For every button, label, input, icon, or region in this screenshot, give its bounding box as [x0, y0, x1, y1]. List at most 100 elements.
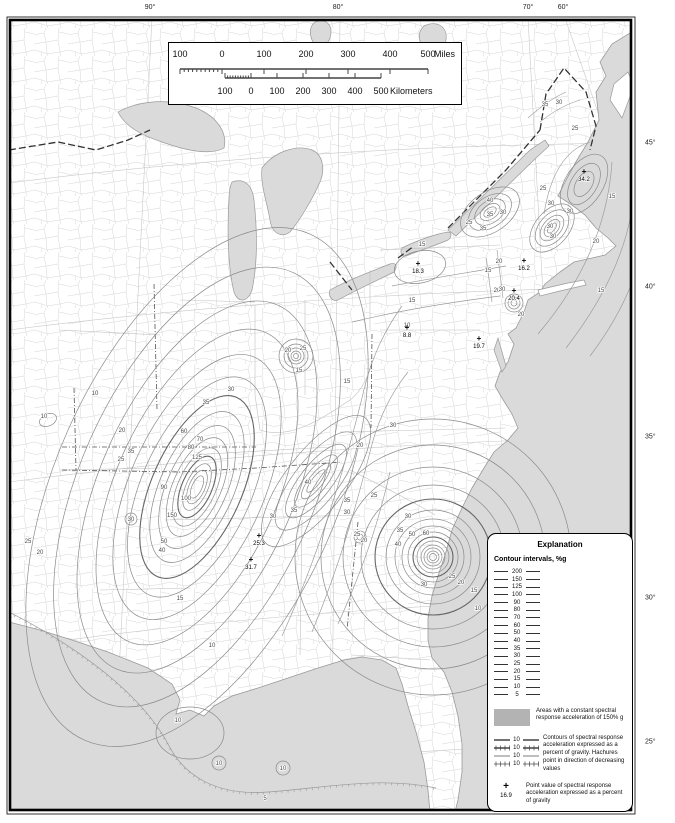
contour-label: 20 [518, 312, 525, 318]
scale-km-value: 500 [373, 86, 389, 96]
symbol-contour-value: 10 [513, 744, 520, 751]
contour-label: 30 [344, 510, 351, 516]
interval-line-right [526, 625, 540, 627]
contour-label: 50 [409, 532, 416, 538]
contour-label: 35 [487, 212, 494, 218]
contour-label: 35 [542, 102, 549, 108]
symbol-contour-value: 10 [513, 752, 520, 759]
legend-area-row: Areas with a constant spectral response … [494, 708, 626, 726]
interval-value: 35 [513, 645, 521, 652]
interval-line-left [494, 625, 508, 627]
contour-label: 20 [37, 550, 44, 556]
contour-label: 15 [177, 596, 184, 602]
interval-value: 15 [513, 676, 521, 683]
legend-interval-row: 20 [494, 668, 626, 676]
legend-symbol-row: 10 [494, 760, 540, 768]
contour-label: 15 [598, 288, 605, 294]
contour-label: 20 [285, 348, 292, 354]
latitude-label: 40° [645, 283, 656, 291]
contour-label: 60 [423, 531, 430, 537]
legend-interval-row: 5 [494, 691, 626, 699]
interval-line-left [494, 655, 508, 657]
legend-point-row: + 16.9 Point value of spectral response … [494, 780, 626, 806]
point-value-label: 20.4 [508, 296, 520, 302]
legend-interval-row: 35 [494, 645, 626, 653]
point-marker-cross: + [522, 256, 527, 265]
scale-miles-value: 300 [340, 49, 356, 59]
contour-label: 25 [572, 126, 579, 132]
interval-line-left [494, 640, 508, 642]
scale-miles-value: 200 [298, 49, 314, 59]
contour-label: 15 [419, 242, 426, 248]
interval-value: 100 [511, 591, 522, 598]
longitude-label: 70° [522, 4, 534, 11]
legend-contour-symbols-row: 10 10 10 10 Contours of spectral response a… [494, 735, 626, 774]
interval-line-left [494, 648, 508, 650]
legend-point-symbol: + 16.9 [494, 780, 518, 806]
contour-label: 15 [409, 298, 416, 304]
contour-label: 5 [263, 796, 267, 802]
contour-label: 15 [471, 588, 478, 594]
contour-label: 30 [405, 514, 412, 520]
contour-label: 30 [556, 100, 563, 106]
contour-label: 10 [475, 606, 482, 612]
scale-km-value: 400 [347, 86, 363, 96]
legend-interval-row: 40 [494, 637, 626, 645]
contour-label: 90 [161, 485, 168, 491]
contour-label: 20 [119, 428, 126, 434]
contour-label: 30 [270, 514, 277, 520]
interval-line-right [526, 579, 540, 581]
scale-miles-unit: Miles [434, 49, 456, 59]
interval-line-left [494, 686, 508, 688]
contour-label: 10 [280, 766, 287, 772]
point-marker-cross: + [257, 531, 262, 540]
contours-boston [529, 203, 575, 253]
contour-label: 20 [496, 259, 503, 265]
contour-label: 40 [305, 480, 312, 486]
point-value-label: 31.7 [245, 565, 257, 571]
interval-value: 125 [511, 584, 522, 591]
point-marker-cross: + [477, 334, 482, 343]
legend-interval-row: 25 [494, 660, 626, 668]
contour-label: 25 [466, 220, 473, 226]
legend-interval-row: 80 [494, 606, 626, 614]
legend-interval-row: 200 [494, 568, 626, 576]
scale-miles-value: 400 [382, 49, 398, 59]
latitude-label: 25° [645, 738, 656, 746]
contour-label: 25 [540, 186, 547, 192]
plus-marker-icon: + [503, 780, 509, 792]
scale-bar: 100 0 100 200 300 400 500 100 0 100 200 300 400 500 … [168, 42, 462, 105]
longitude-label: 80° [332, 4, 344, 11]
contour-label: 20 [593, 239, 600, 245]
area-150g-swatch [494, 708, 530, 726]
contours-new-madrid [25, 227, 369, 747]
contour-label: 100 [181, 496, 192, 502]
contours-gulf [155, 706, 291, 776]
interval-value: 40 [513, 638, 521, 645]
interval-line-left [494, 671, 508, 673]
contour-label: 35 [128, 449, 135, 455]
canada-border [10, 66, 597, 291]
legend-interval-row: 100 [494, 591, 626, 599]
interval-line-right [526, 655, 540, 657]
interval-line-right [526, 594, 540, 596]
legend-title: Explanation [537, 540, 583, 549]
point-value-label: 19.7 [473, 344, 485, 350]
scale-km-value: 100 [217, 86, 233, 96]
point-value-note: Point value of spectral response acceler… [526, 782, 623, 805]
contours-tn-small [353, 530, 367, 544]
contour-left-blob [39, 413, 57, 427]
contour-label: 25 [449, 574, 456, 580]
legend-line-symbol [494, 738, 510, 741]
contour-label: 40 [159, 548, 166, 554]
map-label-layer: 3530607080125901001505040352520302520151… [24, 99, 617, 802]
interval-line-right [526, 617, 540, 619]
point-value-label: 34.2 [578, 177, 590, 183]
contour-label: 30 [421, 582, 428, 588]
map-outer-neatline [6, 16, 636, 815]
interval-value: 10 [513, 684, 521, 691]
contour-label: 125 [192, 455, 203, 461]
legend-interval-row: 15 [494, 676, 626, 684]
legend-symbol-row: 10 [494, 744, 540, 752]
contour-label: 50 [161, 539, 168, 545]
